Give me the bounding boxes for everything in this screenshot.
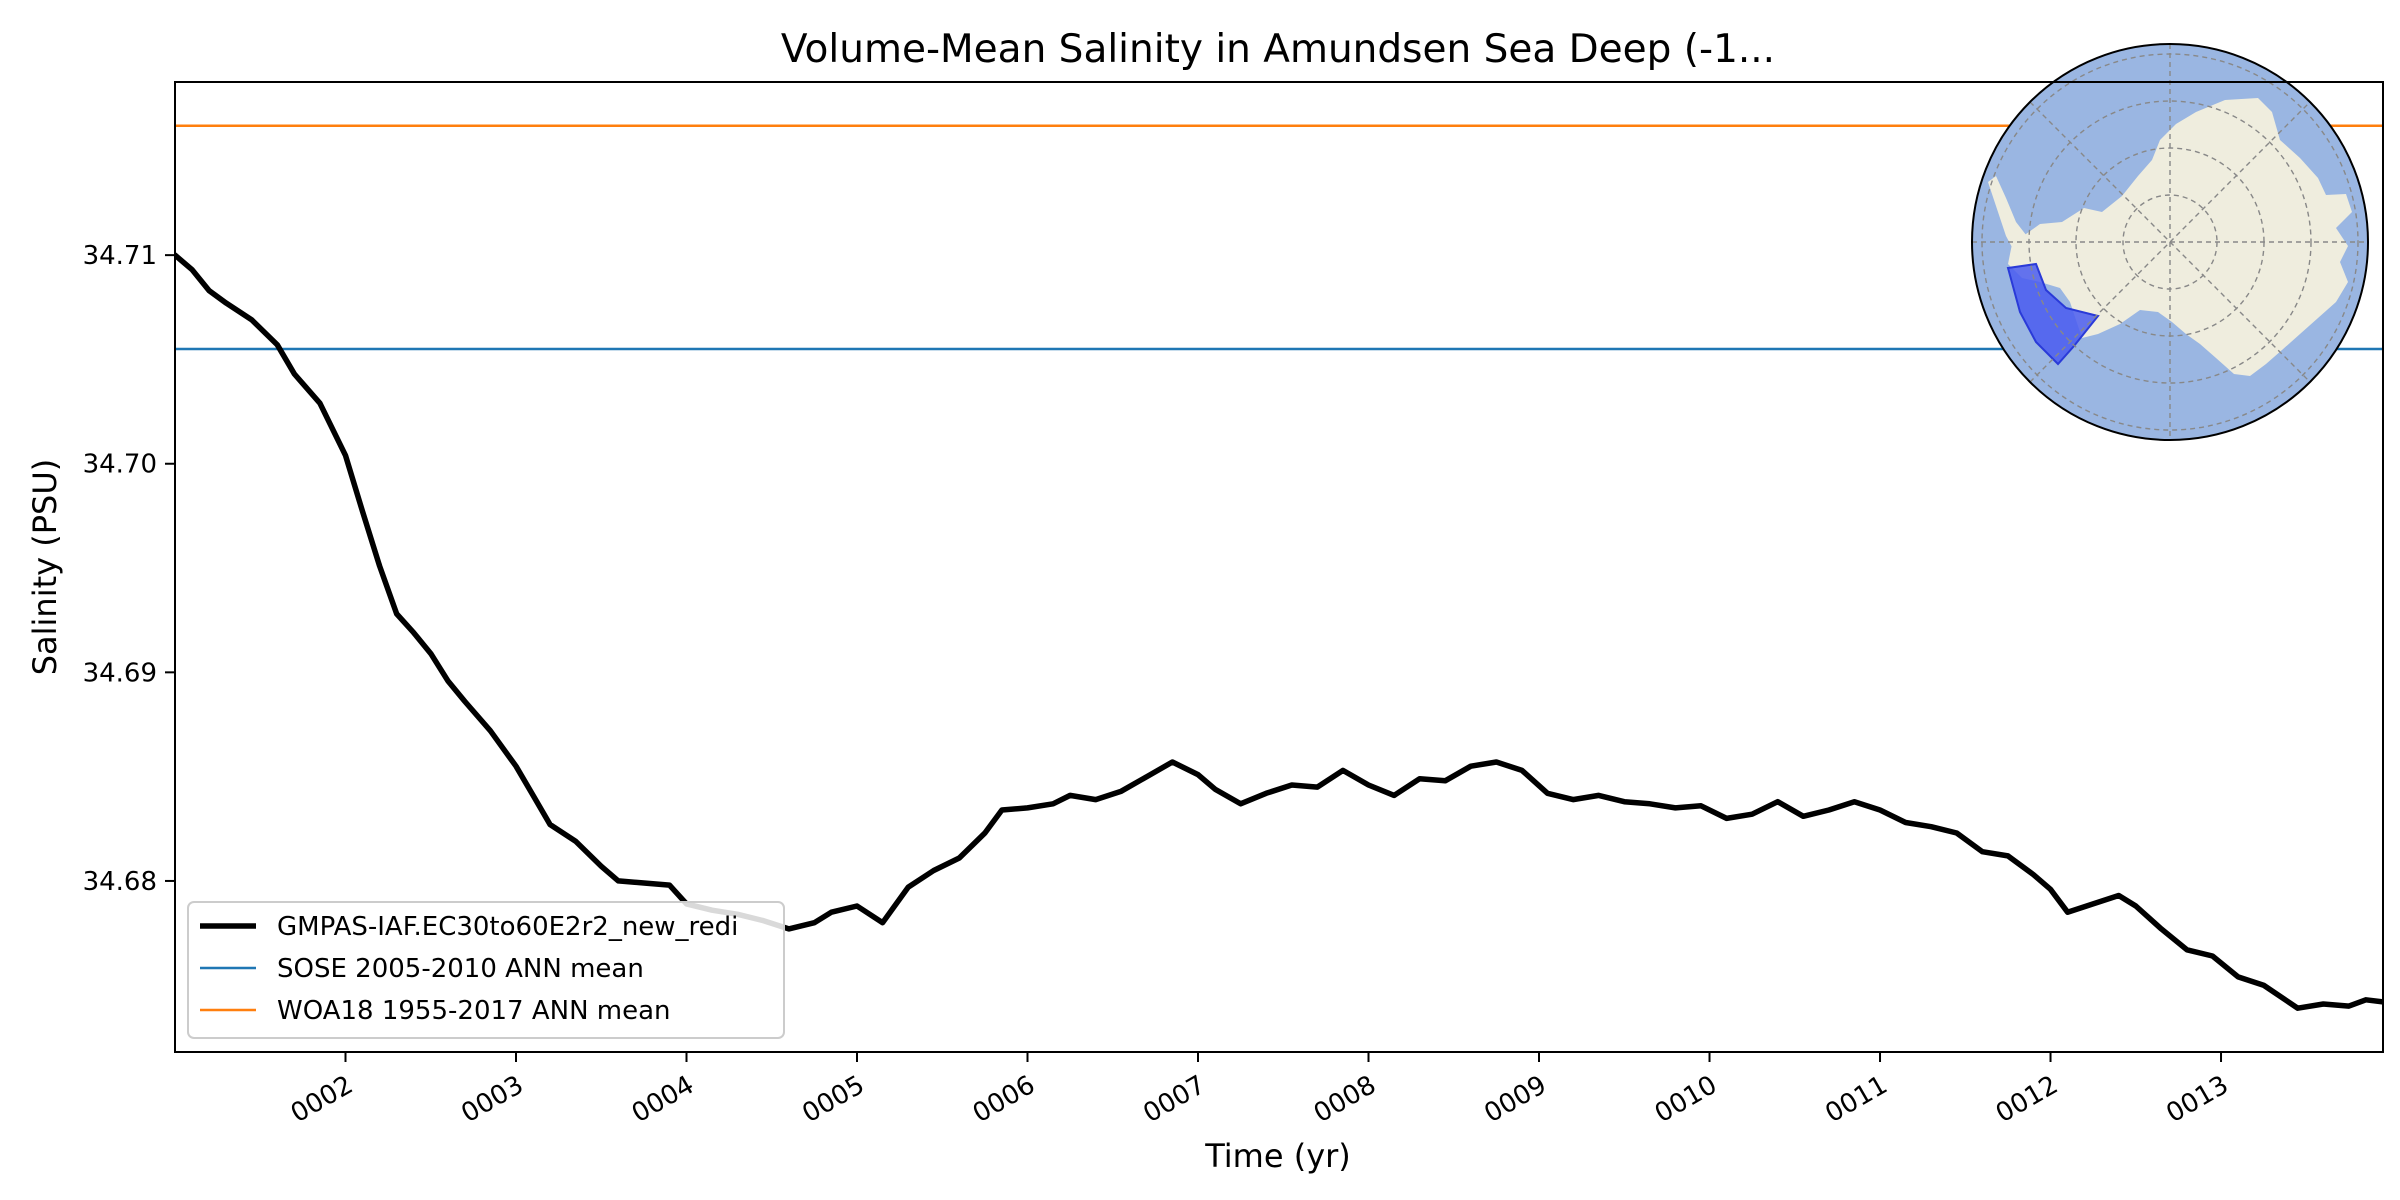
antarctic-peninsula [1988, 176, 2034, 262]
y-tick-label: 34.71 [83, 241, 157, 271]
chart-title: Volume-Mean Salinity in Amundsen Sea Dee… [781, 27, 1775, 72]
y-tick-label: 34.69 [83, 658, 157, 688]
legend-label-woa: WOA18 1955-2017 ANN mean [277, 996, 671, 1026]
legend: GMPAS-IAF.EC30to60E2r2_new_redi SOSE 200… [187, 901, 785, 1039]
graticule [1972, 44, 2368, 440]
y-axis: 34.68 34.69 34.70 34.71 [83, 241, 175, 897]
amundsen-sea-region [2006, 262, 2100, 366]
y-tick-label: 34.70 [83, 450, 157, 480]
model-series [175, 252, 2383, 1011]
y-tick-label: 34.68 [83, 867, 157, 897]
model-salinity-line [175, 252, 2383, 1011]
inset-border [1971, 43, 2369, 441]
legend-box [187, 901, 785, 1039]
plot-frame [174, 81, 2384, 1053]
y-axis-label: Salinity (PSU) [26, 459, 64, 676]
legend-label-sose: SOSE 2005-2010 ANN mean [277, 954, 644, 984]
inset-map [1971, 43, 2369, 441]
legend-label-model: GMPAS-IAF.EC30to60E2r2_new_redi [277, 912, 738, 942]
x-axis-label: Time (yr) [1204, 1137, 1351, 1175]
antarctica-land [2008, 98, 2352, 376]
